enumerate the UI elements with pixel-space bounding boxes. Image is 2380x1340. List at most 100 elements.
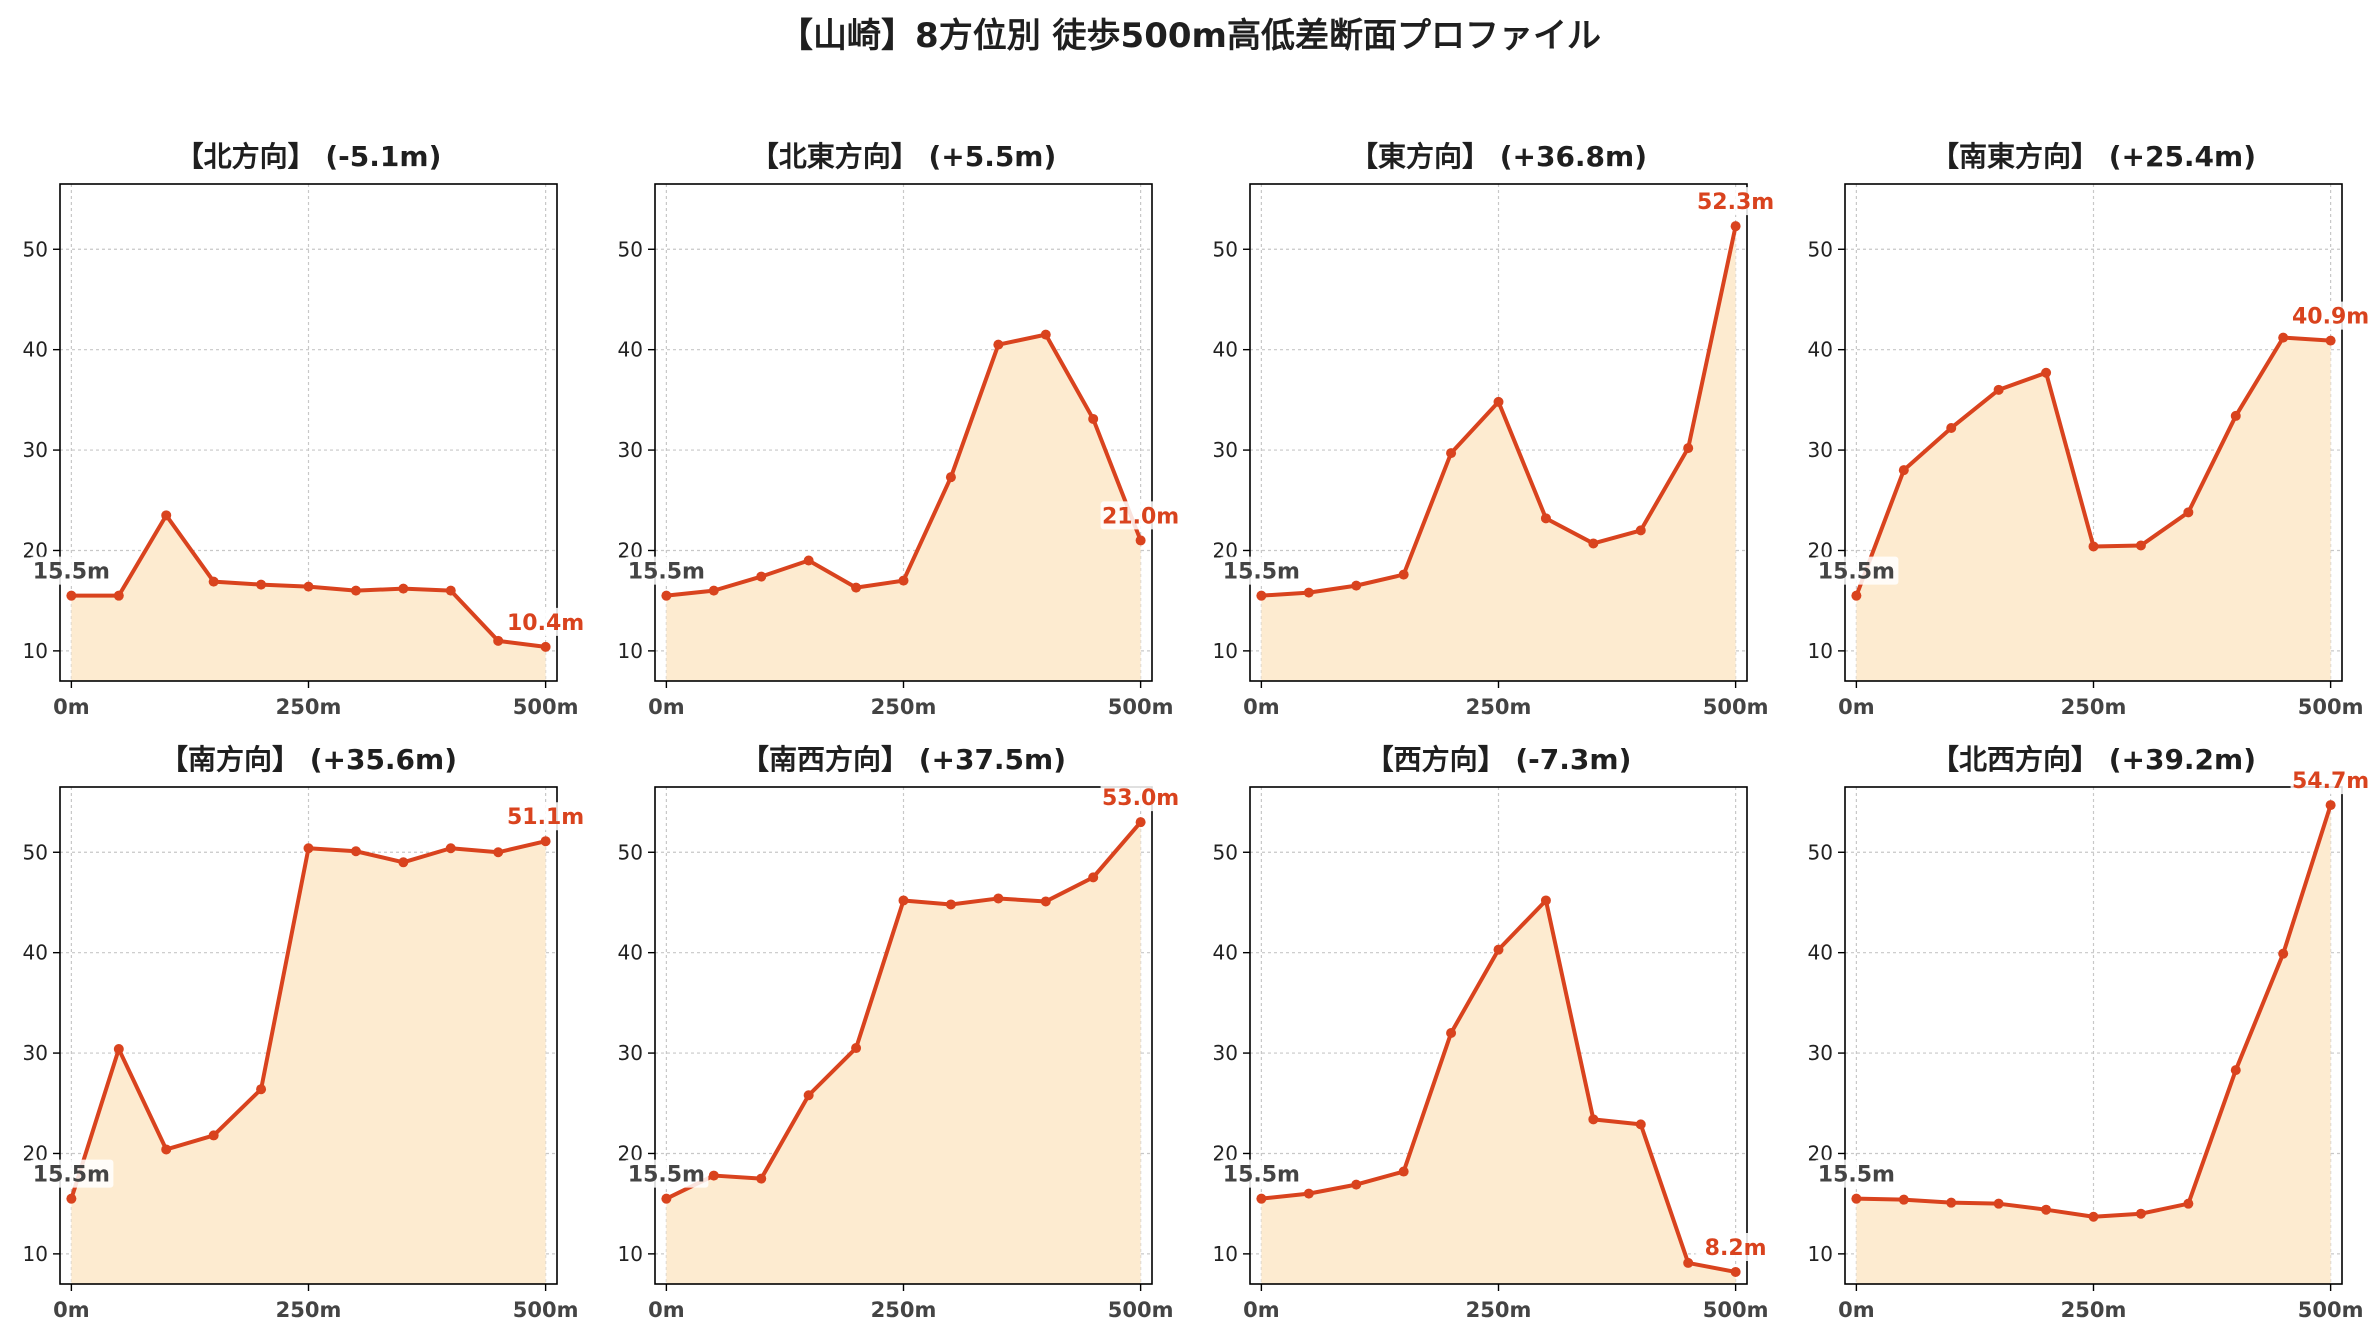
x-tick-label: 500m [2298,695,2364,719]
data-point [1256,1193,1267,1204]
x-tick-label: 0m [53,1298,90,1322]
y-tick-label: 30 [1213,1041,1238,1065]
data-point [2325,800,2336,811]
data-point [350,585,361,596]
y-tick-label: 40 [1808,941,1833,965]
data-point [303,843,314,854]
data-point [1730,1266,1741,1277]
y-tick-label: 50 [23,237,48,261]
end-label-box [1100,501,1181,530]
data-point [993,893,1004,904]
end-label-text: 8.2m [1705,1236,1767,1261]
y-tick-label: 10 [1808,639,1833,663]
x-tick-label: 0m [53,695,90,719]
data-point [1851,1193,1862,1204]
data-point [1588,538,1599,549]
data-point [2135,540,2146,551]
start-label: 15.5m [29,556,114,585]
data-point [208,576,219,587]
data-point [851,582,862,593]
end-label: 8.2m [1695,1232,1776,1261]
y-tick-label: 10 [23,1242,48,1266]
data-point [1993,384,2004,395]
y-tick-label: 40 [23,338,48,362]
data-point [1493,944,1504,955]
subplot-title: 【北東方向】 (+5.5m) [751,140,1057,173]
data-point [661,1193,672,1204]
area-fill [666,822,1141,1284]
start-label-text: 15.5m [1223,1163,1300,1188]
area-fill [71,841,546,1284]
y-tick-label: 50 [1213,840,1238,864]
area-fill [1261,900,1736,1284]
subplot-title: 【南方向】 (+35.6m) [160,743,457,776]
data-point [2230,1065,2241,1076]
x-tick-label: 500m [1703,695,1769,719]
start-label-text: 15.5m [1818,560,1895,585]
y-tick-label: 10 [1808,1242,1833,1266]
data-point [803,555,814,566]
data-point [803,1090,814,1101]
end-label: 54.7m [2290,766,2371,795]
area-fill [1856,805,2331,1284]
start-label-text: 15.5m [1818,1163,1895,1188]
data-point [1351,580,1362,591]
end-label-box [1695,187,1776,216]
x-tick-label: 250m [871,1298,937,1322]
data-point [445,585,456,596]
end-label: 21.0m [1100,501,1181,530]
data-point [2183,1198,2194,1209]
y-tick-label: 50 [618,840,643,864]
end-label-text: 52.3m [1697,190,1774,215]
data-point [493,847,504,858]
data-point [993,339,1004,350]
end-label-text: 21.0m [1102,504,1179,529]
end-label-box [505,607,586,636]
start-label: 15.5m [624,556,709,585]
y-tick-label: 30 [23,1041,48,1065]
data-point [398,583,409,594]
data-point [945,472,956,483]
y-tick-label: 50 [1808,237,1833,261]
y-tick-label: 30 [1808,438,1833,462]
data-point [2183,507,2194,518]
data-point [2135,1208,2146,1219]
data-point [1683,443,1694,454]
data-point [1540,895,1551,906]
data-point [66,1193,77,1204]
end-label: 53.0m [1100,783,1181,812]
data-point [540,641,551,652]
y-tick-label: 30 [1213,438,1238,462]
start-label-text: 15.5m [628,560,705,585]
end-label-box [2290,301,2371,330]
data-point [493,635,504,646]
subplot-title: 【北方向】 (-5.1m) [176,140,442,173]
end-label: 10.4m [505,607,586,636]
data-point [161,510,172,521]
data-point [1303,1188,1314,1199]
y-tick-label: 40 [1213,338,1238,362]
end-label-text: 10.4m [507,611,584,636]
end-label-box [2290,766,2371,795]
start-label-text: 15.5m [33,1163,110,1188]
area-fill [1856,337,2331,681]
data-point [1398,569,1409,580]
data-point [2230,410,2241,421]
x-tick-label: 500m [2298,1298,2364,1322]
subplot-title: 【南東方向】 (+25.4m) [1931,140,2256,173]
y-tick-label: 50 [23,840,48,864]
x-tick-label: 0m [1243,695,1280,719]
end-label: 51.1m [505,802,586,831]
data-point [898,575,909,586]
start-label-box [1219,556,1304,585]
data-point [1730,221,1741,232]
data-point [540,836,551,847]
start-label-text: 15.5m [33,560,110,585]
start-label-text: 15.5m [628,1163,705,1188]
data-point [445,843,456,854]
data-point [1446,448,1457,459]
start-label-box [1814,1159,1899,1188]
